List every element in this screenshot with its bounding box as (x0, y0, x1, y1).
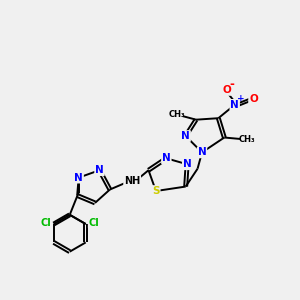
Text: +: + (237, 94, 244, 103)
Text: N: N (162, 153, 171, 163)
Text: N: N (95, 165, 104, 175)
Text: O: O (249, 94, 258, 104)
Text: N: N (181, 131, 190, 141)
Text: Cl: Cl (40, 218, 51, 227)
Text: O: O (222, 85, 231, 95)
Text: CH₃: CH₃ (238, 134, 255, 143)
Text: CH₃: CH₃ (169, 110, 186, 119)
Text: N: N (198, 147, 206, 158)
Text: S: S (152, 186, 160, 196)
Text: N: N (230, 100, 239, 110)
Text: Cl: Cl (89, 218, 99, 227)
Text: N: N (183, 159, 191, 169)
Text: NH: NH (124, 176, 140, 186)
Text: N: N (74, 172, 83, 183)
Text: -: - (229, 78, 234, 92)
